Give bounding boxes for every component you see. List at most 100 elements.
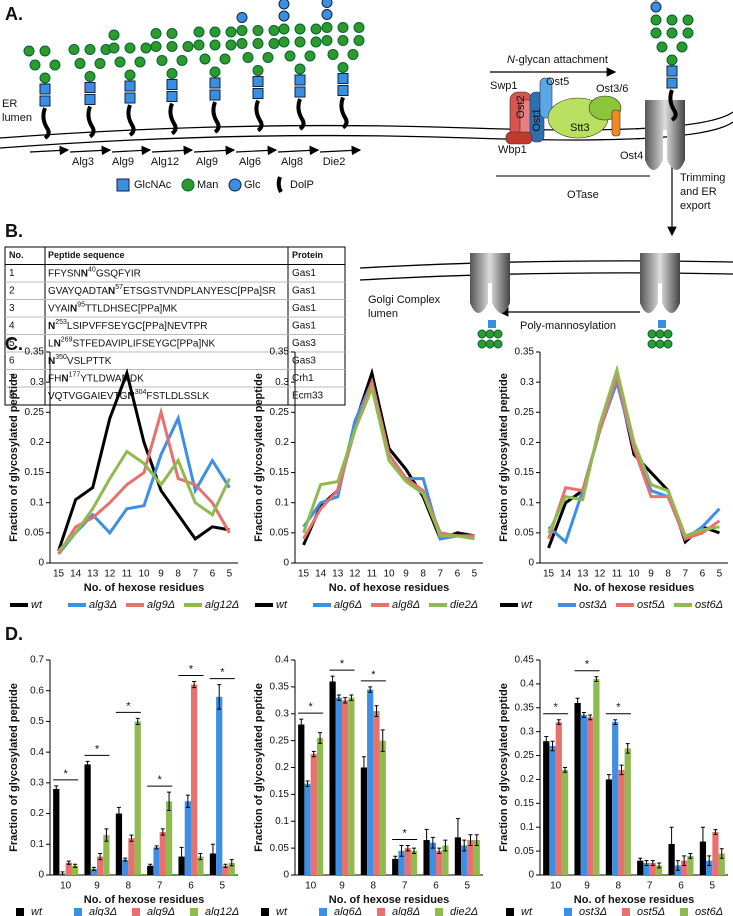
man [262, 52, 274, 63]
error-bar [167, 791, 172, 811]
label: 0.4 [520, 679, 534, 690]
label: 13 [87, 569, 99, 580]
label: 8 [420, 569, 426, 580]
bar [373, 711, 380, 875]
glcnac [658, 320, 666, 328]
attachment-label: N-glycan attachment [507, 54, 608, 66]
man [647, 329, 657, 339]
man [650, 27, 662, 39]
seq-part: FFYSN [48, 268, 81, 279]
error-bar [650, 860, 655, 866]
label: 0.3 [520, 377, 534, 388]
label: 0.05 [25, 527, 45, 538]
bar [360, 767, 368, 875]
label: Fraction of glycosylated peptide [8, 683, 20, 852]
man [114, 56, 126, 68]
man [321, 22, 333, 33]
error-bar [443, 839, 448, 852]
label: wt [31, 599, 43, 611]
glcnac [116, 178, 130, 192]
error-bar [606, 774, 611, 785]
error-bar [550, 740, 555, 752]
label: 8 [616, 881, 622, 892]
bar [461, 845, 468, 875]
otase-complex [505, 77, 622, 145]
seq-part: L [48, 338, 54, 349]
label: Alg9 [196, 156, 218, 168]
seq-part: FH [48, 373, 61, 384]
man [68, 44, 80, 55]
label: 0.25 [270, 407, 290, 418]
error-bar [412, 847, 417, 854]
dolp [339, 96, 349, 130]
man [347, 49, 359, 60]
error-bar [455, 818, 460, 857]
man [225, 26, 237, 38]
bar [467, 840, 474, 875]
label: wt [276, 906, 288, 916]
label: Alg6 [239, 156, 261, 168]
label: 0.05 [515, 846, 535, 857]
glcnac [337, 85, 349, 96]
man [39, 45, 51, 57]
error-bar [380, 729, 385, 752]
label: 0.15 [270, 789, 290, 800]
error-bar [179, 846, 184, 867]
glcnac [84, 94, 96, 105]
label: 8 [665, 569, 671, 580]
label: 0.1 [275, 497, 289, 508]
bar [612, 722, 619, 875]
bar [593, 679, 600, 875]
error-bar [581, 712, 586, 718]
error-bar [544, 735, 549, 747]
seq-part: TTLDHSEC[PPa]MK [85, 303, 178, 314]
label: * [616, 702, 621, 714]
label: No. of hexose residues [574, 582, 694, 594]
glcnac [252, 88, 264, 99]
man [666, 14, 678, 26]
table-frame [4, 246, 346, 406]
error-bar [669, 826, 674, 862]
error-bar [98, 853, 103, 861]
label: 9 [403, 569, 409, 580]
site: N [108, 285, 115, 296]
label: No. of hexose residues [84, 582, 204, 594]
label: 0.2 [520, 774, 534, 785]
label: Golgi Complex [368, 294, 441, 306]
position: 304 [135, 389, 147, 396]
label: 7 [647, 881, 653, 892]
label: 5 [465, 881, 471, 892]
label: Wbp1 [498, 144, 527, 156]
label: lumen [368, 308, 398, 320]
man [278, 36, 290, 48]
bar [184, 801, 191, 875]
error-bar [424, 828, 429, 852]
man [337, 22, 349, 33]
man [236, 38, 248, 49]
bar [681, 860, 688, 875]
error-bar [318, 732, 323, 744]
glcnac [666, 65, 678, 77]
label: lumen [2, 112, 32, 124]
man [666, 54, 678, 66]
label: 0.4 [30, 747, 44, 758]
label: * [220, 666, 225, 678]
label: die2Δ [450, 906, 478, 916]
glcnac [124, 92, 136, 104]
man [682, 27, 694, 39]
man [134, 56, 146, 68]
label: and ER [680, 186, 717, 198]
line [547, 370, 720, 549]
error-bar [311, 750, 316, 758]
error-bar [468, 834, 473, 846]
label: 0.25 [515, 407, 535, 418]
error-bar [343, 697, 348, 704]
label: 0.4 [275, 655, 289, 666]
dolp [126, 104, 136, 137]
line [57, 449, 231, 552]
sequence: FFYSNN40GSQFYIR [48, 266, 141, 279]
label: 0.2 [275, 437, 289, 448]
label: 10 [628, 569, 640, 580]
label: 0.15 [25, 467, 45, 478]
label: 0.2 [275, 762, 289, 773]
